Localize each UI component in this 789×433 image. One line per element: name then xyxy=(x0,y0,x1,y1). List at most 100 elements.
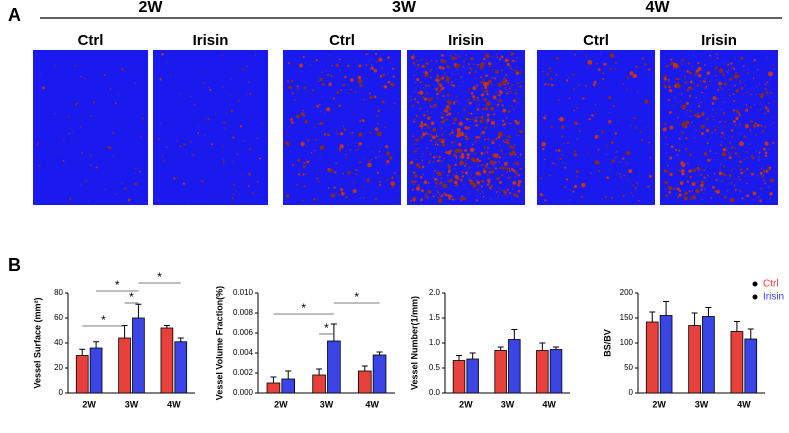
y-tick-label: 0.000 xyxy=(233,388,254,397)
significance-label: * xyxy=(115,278,120,292)
bar xyxy=(327,340,341,394)
y-axis-title: Vessel Number(1/mm) xyxy=(409,296,419,390)
y-tick-label: 100 xyxy=(620,338,634,347)
error-bar xyxy=(497,346,504,351)
panel-label: B xyxy=(8,255,21,275)
y-tick-label: 0 xyxy=(629,388,634,397)
error-bar xyxy=(747,328,754,339)
error-bar xyxy=(376,351,383,355)
panel-label: A xyxy=(8,5,21,25)
y-tick-label: 150 xyxy=(620,313,634,322)
error-bar xyxy=(285,370,292,379)
error-bar xyxy=(361,365,368,371)
y-tick-label: 0.010 xyxy=(233,288,254,297)
y-tick-label: 0.002 xyxy=(233,368,254,377)
y-tick-label: 0.004 xyxy=(233,348,254,357)
micro-ct-image xyxy=(660,50,778,205)
vessel-specks xyxy=(539,53,653,202)
condition-label: Irisin xyxy=(193,32,229,49)
micro-ct-image xyxy=(537,50,655,205)
bar xyxy=(372,354,387,394)
error-bar xyxy=(733,321,740,332)
bar xyxy=(659,315,673,394)
x-tick-label: 2W xyxy=(82,399,96,409)
bar xyxy=(645,321,659,394)
micro-ct-image xyxy=(153,50,268,205)
error-bar xyxy=(163,325,170,328)
error-bar xyxy=(456,355,462,361)
bar xyxy=(357,370,372,394)
legend-label: Ctrl xyxy=(763,279,779,290)
bar xyxy=(75,355,89,394)
x-tick-label: 3W xyxy=(501,399,515,409)
condition-label: Ctrl xyxy=(583,32,609,49)
group-label: 4W xyxy=(646,0,671,16)
significance-label: * xyxy=(157,270,162,284)
significance-label: * xyxy=(324,321,329,335)
y-tick-label: 0.0 xyxy=(429,388,441,397)
x-tick-label: 4W xyxy=(542,399,556,409)
legend-marker xyxy=(752,294,758,300)
significance-label: * xyxy=(301,301,306,315)
x-tick-label: 3W xyxy=(125,399,139,409)
bar xyxy=(466,358,479,394)
error-bar xyxy=(691,312,698,326)
x-tick-label: 2W xyxy=(652,399,666,409)
vessel-specks xyxy=(409,52,523,204)
vessel-specks xyxy=(36,54,144,202)
y-tick-label: 1.5 xyxy=(429,313,441,322)
bar xyxy=(549,349,563,394)
bar xyxy=(118,337,131,394)
bar xyxy=(744,338,758,394)
y-tick-label: 50 xyxy=(624,363,633,372)
legend-marker xyxy=(752,281,758,287)
x-tick-label: 2W xyxy=(459,399,473,409)
y-tick-label: 0.006 xyxy=(233,328,254,337)
significance-label: * xyxy=(101,313,106,327)
y-axis-title: BS/BV xyxy=(602,329,612,357)
x-tick-label: 4W xyxy=(167,399,181,409)
micro-ct-image xyxy=(283,50,401,205)
y-tick-label: 2.0 xyxy=(429,288,441,297)
group-label: 2W xyxy=(139,0,164,16)
condition-label: Ctrl xyxy=(78,32,104,49)
bar xyxy=(494,350,507,394)
legend-label: Irisin xyxy=(763,292,784,303)
y-axis-title: Vessel Volume Fraction(%) xyxy=(214,286,224,400)
vessel-specks xyxy=(285,52,398,202)
error-bar xyxy=(79,348,86,356)
y-tick-label: 0.5 xyxy=(429,363,441,372)
y-tick-label: 80 xyxy=(54,288,63,297)
condition-label: Ctrl xyxy=(329,32,355,49)
micro-ct-image xyxy=(33,50,148,205)
x-tick-label: 4W xyxy=(737,399,751,409)
bar xyxy=(452,360,466,394)
error-bar xyxy=(539,342,546,351)
bar xyxy=(508,339,521,394)
condition-label: Irisin xyxy=(448,32,484,49)
error-bar xyxy=(121,325,128,338)
error-bar xyxy=(469,352,476,359)
error-bar xyxy=(330,323,337,341)
error-bar xyxy=(135,303,142,318)
significance-label: * xyxy=(129,290,134,304)
error-bar xyxy=(270,376,277,383)
bar xyxy=(89,347,103,394)
bar xyxy=(688,325,701,394)
bar xyxy=(160,327,174,394)
error-bar xyxy=(177,337,184,342)
y-tick-label: 0.008 xyxy=(233,308,254,317)
error-bar xyxy=(705,307,712,317)
y-tick-label: 20 xyxy=(54,363,63,372)
y-axis-title: Vessel Surface (mm²) xyxy=(32,297,42,388)
error-bar xyxy=(663,301,670,316)
y-tick-label: 60 xyxy=(54,313,63,322)
condition-label: Irisin xyxy=(701,32,737,49)
bar xyxy=(730,331,744,394)
y-tick-label: 1.0 xyxy=(429,338,441,347)
error-bar xyxy=(93,341,100,348)
group-label: 3W xyxy=(392,0,417,16)
vessel-specks xyxy=(662,53,775,203)
x-tick-label: 3W xyxy=(320,399,334,409)
